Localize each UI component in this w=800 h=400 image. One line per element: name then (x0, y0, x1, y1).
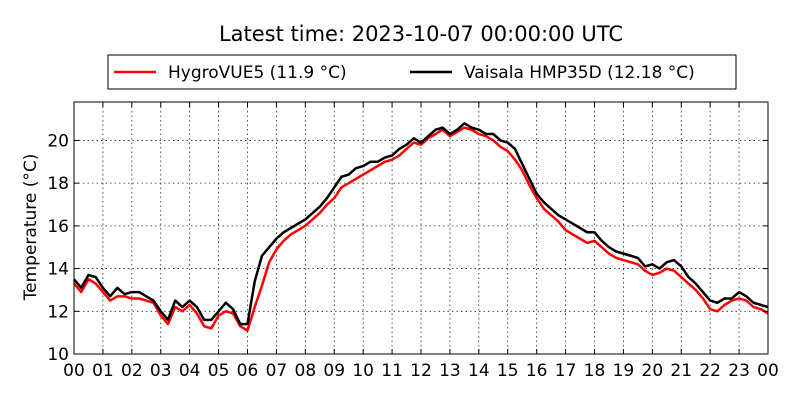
x-tick-label: 00 (63, 361, 85, 381)
x-tick-label: 16 (526, 361, 548, 381)
x-tick-label: 17 (555, 361, 577, 381)
plot-frame (73, 101, 769, 355)
x-tick-label: 03 (150, 361, 172, 381)
legend-label-vaisala: Vaisala HMP35D (12.18 °C) (464, 63, 695, 83)
legend-label-hygrovue5: HygroVUE5 (11.9 °C) (168, 63, 347, 83)
y-tick-label: 18 (47, 174, 69, 194)
x-tick-label: 12 (410, 361, 432, 381)
x-tick-label: 02 (121, 361, 143, 381)
x-tick-label: 01 (92, 361, 114, 381)
y-tick-label: 14 (47, 260, 69, 280)
y-tick-label: 10 (47, 345, 69, 365)
series-line-vaisala (73, 122, 769, 326)
x-tick-label: 06 (237, 361, 259, 381)
x-tick-label: 08 (295, 361, 317, 381)
y-tick-label: 16 (47, 217, 69, 237)
x-tick-label: 18 (584, 361, 606, 381)
x-tick-label: 05 (208, 361, 230, 381)
legend: HygroVUE5 (11.9 °C) Vaisala HMP35D (12.1… (107, 54, 737, 90)
x-tick-label: 23 (728, 361, 750, 381)
x-tick-label: 20 (642, 361, 664, 381)
axis-ticks: 00 01 02 03 04 05 06 07 08 09 10 11 12 13 14 15 16 17 18 19… (47, 102, 779, 381)
x-tick-label: 14 (468, 361, 490, 381)
y-tick-label: 20 (47, 131, 69, 151)
chart-title: Latest time: 2023-10-07 00:00:00 UTC (219, 22, 623, 46)
grid (74, 102, 768, 354)
x-tick-label: 07 (266, 361, 288, 381)
x-tick-label: 04 (179, 361, 201, 381)
x-tick-label: 19 (613, 361, 635, 381)
series-layer (73, 122, 769, 332)
x-tick-label: 13 (439, 361, 461, 381)
x-tick-label: 21 (670, 361, 692, 381)
y-axis-label: Temperature (°C) (21, 154, 41, 302)
y-tick-label: 12 (47, 302, 69, 322)
x-tick-label: 15 (497, 361, 519, 381)
x-tick-label: 09 (323, 361, 345, 381)
x-tick-label: 10 (352, 361, 374, 381)
x-tick-label: 11 (381, 361, 403, 381)
series-line-hygrovue5 (73, 126, 769, 332)
x-tick-label: 22 (699, 361, 721, 381)
x-tick-label: 00 (757, 361, 779, 381)
